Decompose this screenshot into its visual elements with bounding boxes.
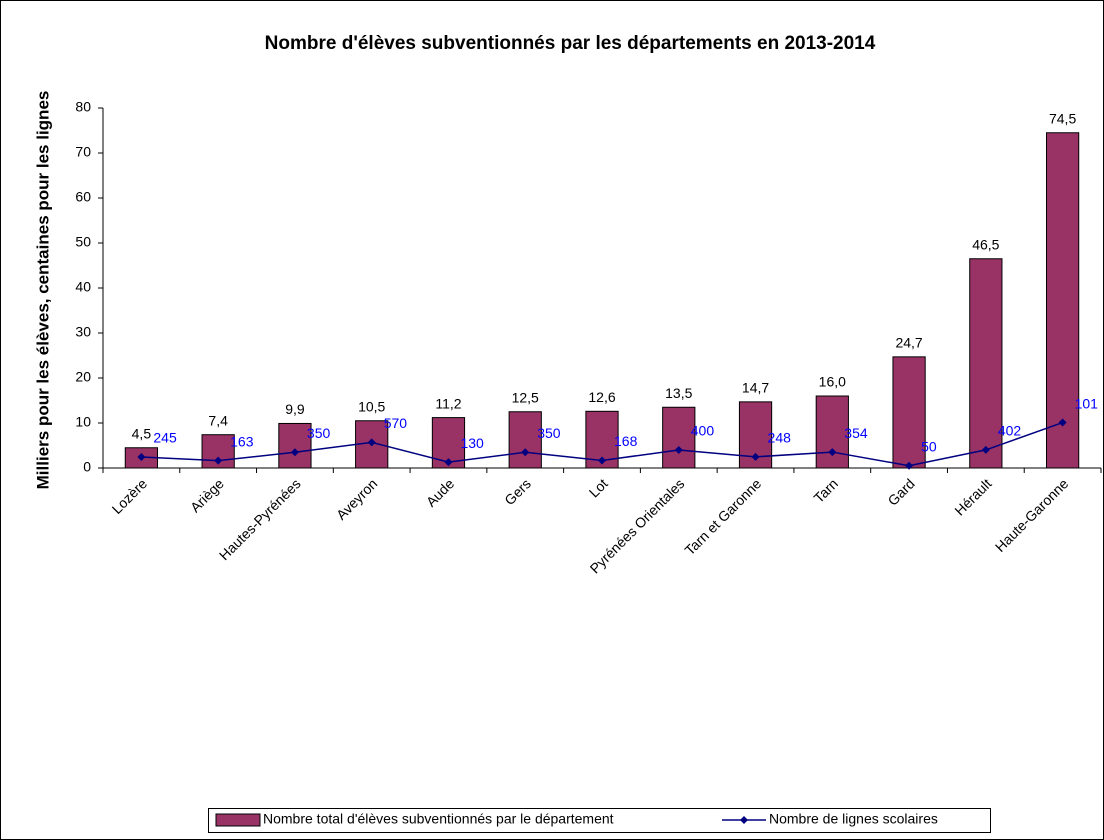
legend-swatch	[215, 813, 261, 827]
bar-value-label: 13,5	[665, 385, 692, 401]
legend	[208, 808, 991, 833]
bar	[508, 411, 542, 469]
line-marker	[981, 445, 990, 454]
y-tick-label: 0	[83, 459, 91, 475]
line-marker	[214, 456, 223, 465]
bar-value-label: 9,9	[285, 401, 305, 417]
line-marker	[598, 456, 606, 465]
line-value-label: 50	[921, 438, 937, 454]
y-tick-label: 50	[75, 234, 91, 250]
bar	[969, 258, 1003, 469]
line-value-label: 245	[153, 430, 177, 446]
line-marker	[137, 452, 146, 461]
line-value-label: 570	[384, 415, 408, 431]
line-value-label: 168	[614, 433, 638, 449]
legend-marker	[740, 816, 748, 824]
line-value-label: 354	[844, 425, 868, 441]
line-value-label: 400	[691, 423, 715, 439]
bar	[892, 356, 926, 469]
y-tick-label: 20	[75, 369, 91, 385]
bar-value-label: 24,7	[895, 335, 922, 351]
bar	[1045, 132, 1080, 469]
bar-value-label: 46,5	[972, 236, 999, 252]
line-marker	[444, 458, 453, 467]
line-value-label: 163	[230, 433, 254, 449]
bar-value-label: 14,7	[742, 380, 769, 396]
legend-label: Nombre de lignes scolaires	[769, 811, 938, 827]
bar-value-label: 10,5	[358, 398, 385, 414]
line-marker	[521, 448, 530, 457]
y-tick-label: 60	[75, 189, 91, 205]
y-tick-label: 80	[75, 99, 91, 115]
line-marker	[367, 438, 376, 447]
y-tick-label: 10	[75, 414, 91, 430]
line-marker	[290, 448, 299, 457]
line-value-label: 101	[1075, 395, 1099, 411]
bar	[662, 406, 696, 469]
bar-value-label: 7,4	[208, 412, 228, 428]
line-marker	[1058, 418, 1067, 427]
line-value-label: 350	[307, 425, 331, 441]
y-tick-label: 30	[75, 324, 91, 340]
y-tick-label: 70	[75, 144, 91, 160]
bar	[815, 395, 849, 469]
y-axis-label: Milliers pour les élèves, centaines pour…	[33, 91, 52, 490]
legend-label: Nombre total d'élèves subventionnés par …	[263, 811, 614, 827]
bar-value-label: 4,5	[132, 425, 152, 441]
line-marker	[828, 448, 837, 457]
chart-title: Nombre d'élèves subventionnés par les dé…	[265, 33, 876, 54]
bar-value-label: 12,6	[588, 389, 615, 405]
bar-value-label: 12,5	[512, 389, 539, 405]
line-value-label: 402	[998, 423, 1022, 439]
line-marker	[674, 446, 683, 454]
bar-value-label: 16,0	[819, 374, 846, 390]
bar-value-label: 74,5	[1049, 110, 1076, 126]
bar	[278, 422, 312, 469]
y-tick-label: 40	[75, 279, 91, 295]
line-value-label: 130	[460, 435, 484, 451]
line-marker	[751, 452, 760, 461]
line-value-label: 248	[768, 430, 792, 446]
line-value-label: 350	[537, 425, 561, 441]
line-marker	[905, 461, 914, 470]
bar-value-label: 11,2	[435, 395, 461, 411]
